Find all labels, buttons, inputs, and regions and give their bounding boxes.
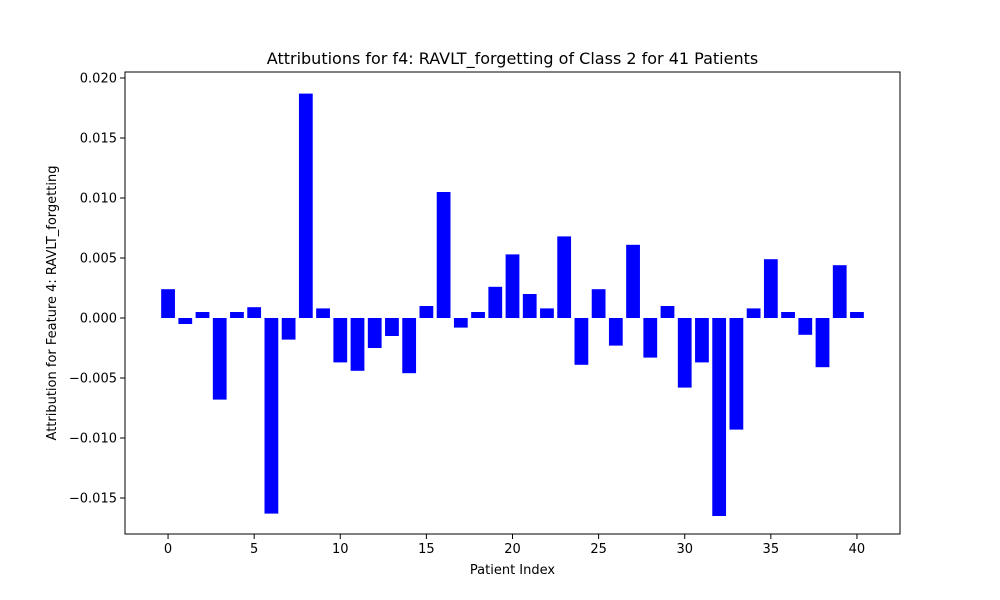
- bar-patient-1: [178, 318, 193, 324]
- bars-group: [161, 93, 864, 516]
- x-tick-label: 10: [332, 542, 349, 557]
- y-tick-label: −0.015: [69, 492, 117, 507]
- bar-patient-9: [316, 308, 330, 318]
- y-tick-label: 0.020: [80, 72, 117, 87]
- bar-patient-10: [333, 318, 348, 363]
- bar-patient-19: [488, 286, 503, 318]
- y-tick-label: 0.000: [80, 312, 117, 327]
- x-tick-label: 30: [676, 542, 693, 557]
- y-tick-label: 0.010: [80, 192, 117, 207]
- x-tick-label: 25: [590, 542, 607, 557]
- bar-patient-8: [298, 93, 313, 318]
- bar-patient-33: [729, 318, 744, 430]
- bar-patient-13: [385, 318, 399, 336]
- bar-patient-16: [436, 192, 451, 318]
- x-axis-ticks: 0 5 10 15 20 25 30 35 40: [164, 534, 865, 557]
- bar-patient-12: [367, 318, 382, 348]
- x-tick-label: 40: [849, 542, 866, 557]
- x-tick-label: 0: [164, 542, 172, 557]
- bar-patient-3: [212, 318, 227, 400]
- bar-patient-0: [161, 289, 175, 318]
- bar-patient-32: [712, 318, 727, 516]
- bar-patient-23: [557, 236, 572, 318]
- bar-patient-5: [247, 307, 262, 318]
- y-tick-label: −0.005: [69, 372, 117, 387]
- bar-patient-28: [643, 318, 658, 358]
- x-tick-label: 20: [504, 542, 521, 557]
- bar-patient-20: [505, 254, 520, 318]
- bar-patient-17: [453, 318, 468, 328]
- bar-patient-36: [781, 312, 795, 318]
- bar-patient-7: [281, 318, 296, 340]
- bar-patient-35: [763, 259, 778, 318]
- y-axis-label: Attribution for Feature 4: RAVLT_forgett…: [45, 166, 60, 441]
- y-tick-label: −0.010: [69, 432, 117, 447]
- y-tick-label: 0.005: [80, 252, 117, 267]
- y-axis-ticks: −0.015 −0.010 −0.005 0.000 0.005 0.010 0.015 0.…: [69, 72, 125, 507]
- bar-patient-15: [419, 306, 434, 318]
- x-tick-label: 5: [250, 542, 258, 557]
- bar-patient-38: [815, 318, 830, 368]
- bar-patient-37: [798, 318, 813, 335]
- bar-patient-40: [850, 312, 864, 318]
- x-axis-label: Patient Index: [470, 563, 555, 578]
- bar-patient-39: [832, 265, 847, 318]
- bar-patient-6: [264, 318, 279, 514]
- bar-patient-14: [402, 318, 417, 374]
- bar-patient-2: [195, 312, 210, 318]
- bar-patient-24: [574, 318, 589, 365]
- y-tick-label: 0.015: [80, 132, 117, 147]
- bar-patient-4: [230, 312, 244, 318]
- x-tick-label: 15: [418, 542, 435, 557]
- bar-patient-18: [471, 312, 485, 318]
- bar-patient-34: [746, 308, 761, 318]
- bar-patient-26: [608, 318, 623, 346]
- bar-patient-25: [591, 289, 606, 318]
- bar-patient-21: [522, 294, 537, 318]
- chart-title: Attributions for f4: RAVLT_forgetting of…: [267, 49, 758, 69]
- bar-patient-27: [626, 244, 640, 318]
- bar-patient-22: [540, 308, 554, 318]
- x-tick-label: 35: [763, 542, 780, 557]
- plot-frame: [124, 71, 901, 535]
- bar-patient-31: [695, 318, 709, 363]
- bar-patient-29: [660, 306, 675, 318]
- bar-patient-30: [677, 318, 692, 388]
- bar-patient-11: [350, 318, 365, 371]
